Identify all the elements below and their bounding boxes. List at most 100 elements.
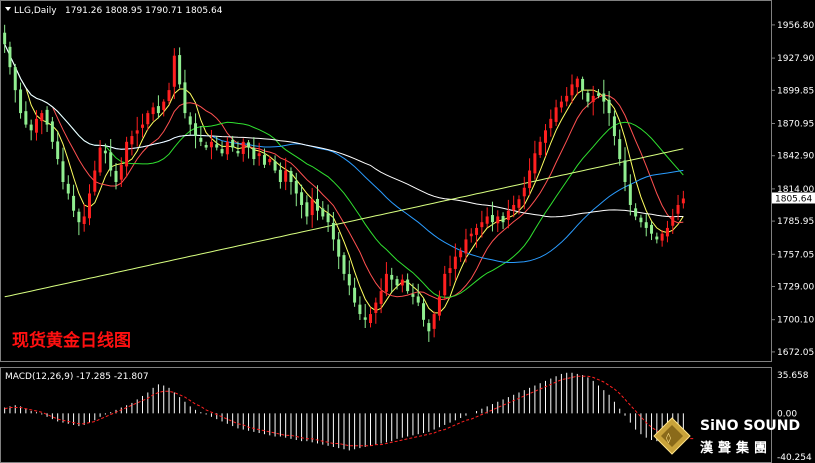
price-tick-label: 1729.00 (777, 283, 814, 293)
candle-body (363, 317, 367, 320)
ma60-line (4, 43, 684, 263)
candle-body (570, 84, 574, 96)
price-tick-label: 1899.85 (777, 86, 814, 96)
candle-body (549, 118, 553, 129)
candle-body (24, 111, 28, 125)
candle-body (268, 159, 272, 163)
candle-body (581, 78, 585, 91)
candle-body (607, 99, 611, 114)
candle-body (384, 273, 388, 292)
candle-body (220, 149, 224, 154)
candle-body (665, 227, 669, 237)
candle-body (167, 90, 171, 102)
ma250-line (4, 148, 684, 298)
macd-histogram (4, 372, 684, 451)
price-tick-label: 1757.05 (777, 250, 814, 260)
brand-logo: ◊ SiNO SOUND 漢聲集團 (653, 417, 800, 456)
candle-body (87, 193, 91, 219)
candle-body (347, 274, 351, 286)
price-tick-label: 1672.05 (777, 348, 814, 358)
candle-body (125, 141, 129, 167)
candle-body (618, 139, 622, 160)
candle-body (77, 211, 81, 223)
candle-body (586, 92, 590, 102)
candle-body (490, 215, 494, 223)
candle-body (379, 291, 383, 304)
overlay-title: 现货黄金日线图 (12, 330, 131, 351)
candle-body (496, 216, 500, 224)
candle-body (416, 296, 420, 303)
chart-header: LLG,Daily 1791.26 1808.95 1790.71 1805.6… (5, 6, 223, 16)
price-tick-label: 1785.95 (777, 217, 814, 227)
candle-body (469, 233, 473, 237)
current-price-label: 1805.64 (775, 194, 812, 204)
candle-body (82, 216, 86, 224)
candle-body (310, 199, 314, 216)
candle-body (72, 195, 76, 211)
candle-body (650, 224, 654, 234)
candle-body (135, 130, 139, 134)
candle-body (533, 153, 537, 174)
current-price-tag: 1805.64 (772, 192, 815, 204)
candle-body (188, 116, 192, 125)
macd-axis: 35.658 0.00 -40.254 (777, 371, 812, 463)
candle-body (215, 144, 219, 148)
candle-body (8, 46, 12, 68)
candle-body (19, 89, 23, 114)
candle-body (294, 180, 298, 194)
candle-body (369, 314, 373, 324)
candle-body (374, 302, 378, 313)
candle-body (395, 279, 399, 286)
macd-signal-line (4, 375, 694, 447)
candle-body (300, 192, 304, 205)
candle-body (517, 199, 521, 208)
candle-body (644, 222, 648, 228)
brand-name-en: SiNO SOUND (700, 418, 800, 434)
candle-body (40, 113, 44, 122)
candle-body (485, 216, 489, 224)
candle-body (480, 222, 484, 228)
candle-body (151, 107, 155, 115)
candle-body (156, 106, 160, 114)
candle-body (109, 152, 113, 171)
price-tick-label: 1842.90 (777, 152, 814, 162)
candle-body (50, 121, 54, 142)
price-tick-label: 1956.80 (777, 21, 814, 31)
candle-body (289, 171, 293, 182)
candle-body (262, 154, 266, 165)
candle-body (66, 183, 70, 194)
candle-body (326, 213, 330, 223)
price-tick-label: 1814.00 (777, 185, 814, 195)
candle-body (172, 55, 176, 87)
candle-body (448, 268, 452, 273)
candle-body (331, 222, 335, 240)
candle-body (639, 217, 643, 223)
candle-body (231, 139, 235, 148)
price-axis: 1956.80 1927.90 1899.85 1870.95 1842.90 1814.… (771, 21, 814, 358)
candle-body (252, 147, 256, 160)
candle-body (443, 273, 447, 296)
candle-body (538, 141, 542, 156)
candle-body (93, 170, 97, 192)
candle-body (512, 204, 516, 211)
svg-text:◊: ◊ (666, 432, 671, 444)
candle-body (315, 198, 319, 211)
candle-body (194, 123, 198, 137)
macd-tick-label: -40.254 (777, 453, 812, 463)
candle-body (45, 109, 49, 125)
moving-average-lines (4, 43, 684, 314)
candle-body (459, 250, 463, 258)
brand-name-cn: 漢聲集團 (700, 440, 772, 456)
candle-body (634, 208, 638, 217)
candle-body (671, 216, 675, 226)
candle-body (681, 198, 685, 204)
candle-body (453, 256, 457, 269)
candle-body (13, 67, 17, 91)
candle-body (358, 304, 362, 315)
candle-body (29, 124, 33, 131)
candle-body (543, 130, 547, 143)
macd-label: MACD(12,26,9) -17.285 -21.807 (5, 372, 149, 382)
ma120-line (4, 43, 684, 218)
candle-body (554, 107, 558, 122)
